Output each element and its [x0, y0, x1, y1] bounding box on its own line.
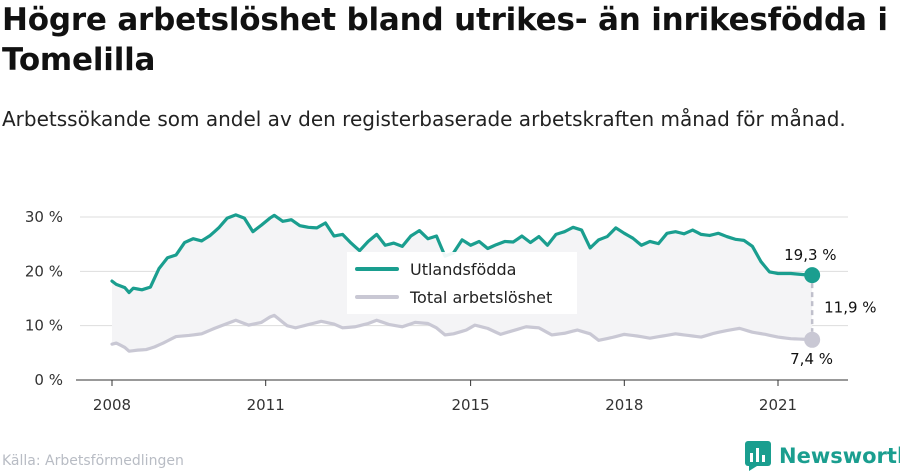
legend-background: [347, 252, 577, 314]
x-tick-label: 2008: [93, 396, 131, 414]
x-tick-label: 2021: [759, 396, 797, 414]
newsworthy-logo[interactable]: Newsworthy: [745, 440, 900, 472]
legend-label-total-arbetsloshet: Total arbetslöshet: [409, 288, 552, 307]
x-tick-label: 2015: [452, 396, 490, 414]
x-tick-label: 2011: [247, 396, 285, 414]
end-point-total-arbetsloshet: [804, 331, 821, 348]
end-point-utlandsfodda: [804, 267, 821, 284]
y-tick-label: 10 %: [25, 317, 63, 335]
series-line-utlandsfodda: [110, 213, 814, 295]
bar-chart-logo-icon: [745, 441, 771, 471]
y-tick-label: 0 %: [34, 371, 63, 389]
chart-subtitle: Arbetssökande som andel av den registerb…: [2, 107, 846, 131]
x-tick-label: 2018: [605, 396, 643, 414]
y-tick-label: 20 %: [25, 262, 63, 280]
end-label-utlandsfodda: 19,3 %: [784, 246, 836, 264]
legend: Utlandsfödda Total arbetslöshet: [347, 252, 577, 314]
series-line-total-arbetsloshet: [110, 313, 814, 353]
end-annotations: 19,3 % 7,4 % 11,9 %: [784, 246, 876, 368]
gap-label: 11,9 %: [824, 298, 876, 316]
x-axis: 2008 2011 2015 2018 2021: [76, 379, 848, 414]
chart-title: Högre arbetslöshet bland utrikes- än inr…: [2, 2, 888, 78]
legend-label-utlandsfodda: Utlandsfödda: [410, 260, 516, 279]
y-tick-label: 30 %: [25, 208, 63, 226]
series-lines: [110, 213, 814, 353]
brand-name: Newsworthy: [779, 444, 900, 468]
source-note: Källa: Arbetsförmedlingen: [2, 453, 184, 469]
end-label-total-arbetsloshet: 7,4 %: [790, 350, 833, 368]
